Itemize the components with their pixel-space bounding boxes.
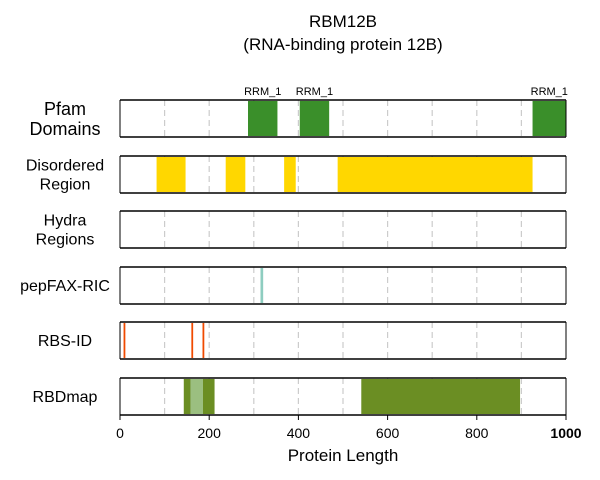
- track-label-line: Domains: [29, 119, 100, 139]
- track-label: RBDmap: [33, 389, 98, 406]
- region-0-1: [299, 101, 330, 136]
- track-label: RBS-ID: [38, 333, 92, 350]
- region-1-3: [337, 157, 533, 192]
- region-1-0: [156, 157, 186, 192]
- track-label-line: Regions: [36, 232, 95, 249]
- x-tick-label: 200: [198, 425, 222, 441]
- track-label-line: Region: [40, 177, 91, 194]
- track-label: Disordered Region: [26, 158, 104, 194]
- region-4-1: [191, 323, 194, 358]
- track-label: Hydra Regions: [36, 213, 95, 249]
- track-2: Hydra Regions: [36, 210, 567, 249]
- track-label-line: RBDmap: [33, 389, 98, 406]
- region-5-2: [202, 379, 215, 414]
- chart-subtitle: (RNA-binding protein 12B): [243, 35, 442, 54]
- x-tick-label: 400: [287, 425, 311, 441]
- track-label-line: Pfam: [44, 99, 86, 119]
- region-4-2: [202, 323, 205, 358]
- chart-title: RBM12B: [309, 12, 377, 31]
- track-4: RBS-ID: [38, 321, 567, 360]
- x-axis: 0 200 400 600 800 1000: [116, 415, 582, 441]
- x-tick-label: 600: [376, 425, 400, 441]
- x-tick-label: 0: [116, 425, 124, 441]
- x-tick-label: 1000: [550, 425, 581, 441]
- domain-label: RRM_1: [296, 86, 333, 98]
- track-label: pepFAX-RIC: [20, 278, 110, 295]
- region-5-3: [361, 379, 521, 414]
- track-label-line: Disordered: [26, 158, 104, 175]
- x-tick-label: 800: [465, 425, 489, 441]
- region-0-0: [248, 101, 278, 136]
- domain-label: RRM_1: [244, 86, 281, 98]
- region-5-1: [190, 379, 203, 414]
- track-1: Disordered Region: [26, 155, 567, 194]
- tracks-layer: RRM_1 RRM_1 RRM_1 Pfam Domains Disordered Regi…: [20, 86, 568, 416]
- region-0-2: [532, 101, 566, 136]
- region-3-0: [260, 268, 264, 303]
- track-0: RRM_1 RRM_1 RRM_1 Pfam Domains: [29, 86, 567, 139]
- track-3: pepFAX-RIC: [20, 266, 567, 305]
- x-axis-title: Protein Length: [288, 446, 399, 465]
- track-label-line: RBS-ID: [38, 333, 92, 350]
- track-label-line: pepFAX-RIC: [20, 278, 110, 295]
- track-label: Pfam Domains: [29, 99, 100, 139]
- region-5-0: [183, 379, 191, 414]
- track-5: RBDmap: [33, 377, 567, 416]
- region-1-2: [284, 157, 296, 192]
- region-1-1: [225, 157, 246, 192]
- domain-label: RRM_1: [531, 86, 568, 98]
- track-label-line: Hydra: [44, 213, 87, 230]
- region-4-0: [123, 323, 126, 358]
